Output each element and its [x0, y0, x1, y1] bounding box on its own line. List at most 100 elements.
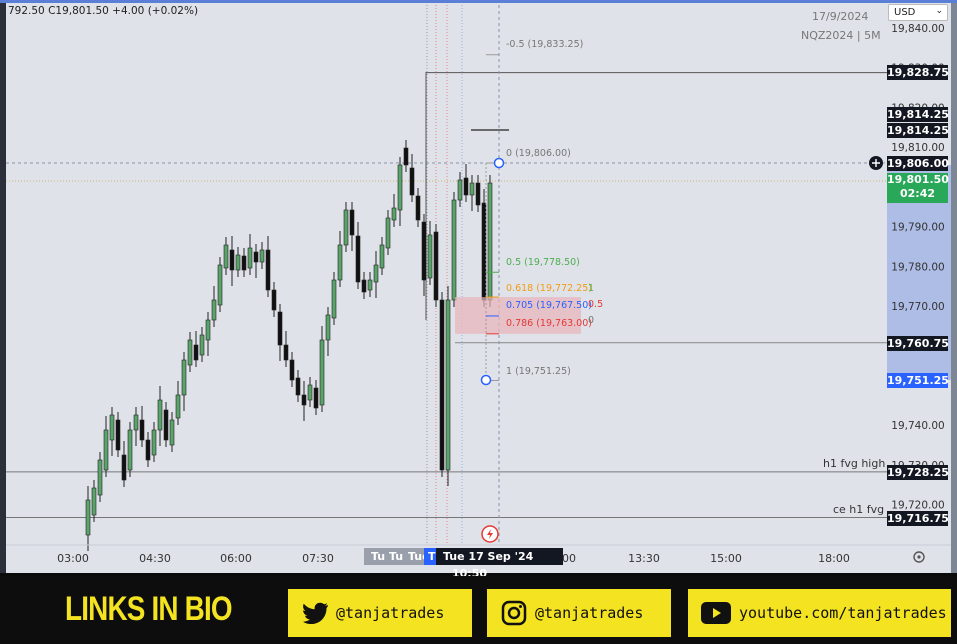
instagram-badge[interactable]: @tanjatrades — [487, 589, 671, 637]
candle-body — [187, 339, 193, 366]
lightning-icon[interactable] — [481, 525, 499, 543]
twitter-icon — [302, 602, 328, 624]
fib-level-label: 0 (19,806.00) — [506, 148, 571, 159]
candles-layer — [85, 140, 493, 551]
h1-fvg-high-label: h1 fvg high — [823, 457, 886, 470]
last-price-value: 19,801.50 — [887, 173, 949, 186]
time-tick-label: 00 — [562, 552, 576, 565]
time-tab-blue: T — [424, 548, 436, 565]
price-tag: 19,828.75 — [887, 65, 949, 80]
time-tick-label: 04:30 — [139, 552, 171, 565]
price-ticks-layer: 19,840.0019,830.0019,820.0019,810.0019,7… — [891, 23, 944, 512]
candle-body — [175, 394, 181, 419]
settings-icon[interactable] — [913, 551, 925, 563]
candle-body — [415, 195, 421, 221]
time-tick-label: 13:30 — [628, 552, 660, 565]
candle-body — [313, 387, 319, 409]
crosshair-plus-icon[interactable] — [869, 156, 883, 170]
candle-body — [193, 344, 199, 361]
twitter-badge[interactable]: @tanjatrades — [288, 589, 472, 637]
candle-body — [223, 244, 229, 269]
symbol-interval: NQZ2024 | 5M — [801, 29, 881, 42]
instagram-icon — [501, 600, 527, 626]
candle-body — [475, 182, 481, 206]
price-tag: 19,814.25 — [887, 123, 949, 138]
chevron-down-icon: ⌄ — [935, 6, 943, 16]
fib-level-label: 0.5 (19,778.50) — [506, 257, 580, 268]
candle-body — [199, 334, 205, 356]
candle-body — [289, 359, 295, 381]
price-tick-label: 19,840.00 — [891, 23, 944, 35]
chart-pane[interactable] — [6, 3, 951, 573]
candle-body — [235, 254, 241, 271]
candle-body — [343, 209, 349, 246]
candle-body — [121, 454, 127, 481]
candle-body — [277, 311, 283, 346]
candle-body — [91, 487, 97, 516]
price-tick-label: 19,740.00 — [891, 420, 944, 432]
bar-countdown: 02:42 — [899, 187, 935, 200]
candle-body — [403, 147, 409, 166]
price-tick-label: 19,770.00 — [891, 301, 944, 313]
chart-svg[interactable]: 19,840.0019,830.0019,820.0019,810.0019,7… — [0, 0, 957, 576]
candle-body — [421, 221, 427, 281]
fib-level-label: 1 (19,751.25) — [506, 366, 571, 377]
instagram-handle: @tanjatrades — [535, 604, 644, 622]
candle-body — [163, 409, 169, 441]
candle-body — [169, 419, 175, 446]
candle-body — [367, 279, 373, 291]
price-tag: 19,728.25 — [887, 465, 949, 480]
candle-body — [247, 247, 253, 269]
twitter-handle: @tanjatrades — [336, 604, 445, 622]
candle-body — [253, 251, 259, 263]
time-tab: Tu — [371, 550, 386, 563]
price-tag: 19,716.75 — [887, 511, 949, 526]
candle-body — [445, 299, 451, 471]
candle-body — [469, 182, 475, 196]
youtube-icon — [701, 602, 731, 624]
candle-body — [139, 419, 145, 441]
right-panel-edge — [951, 3, 957, 573]
candle-body — [487, 182, 493, 301]
fib-anchor-handle — [480, 374, 492, 386]
crosshair-date: Tue 17 Sep '24 — [443, 550, 534, 563]
candle-body — [217, 264, 223, 306]
time-tab: Tu — [389, 550, 404, 563]
candle-body — [349, 209, 355, 236]
candle-body — [331, 279, 337, 319]
candle-body — [151, 429, 157, 456]
candle-body — [103, 429, 109, 471]
candle-body — [379, 244, 385, 269]
candle-body — [481, 202, 487, 301]
candle-body — [307, 384, 313, 401]
price-tick-label: 19,790.00 — [891, 222, 944, 234]
candle-body — [181, 359, 187, 396]
candle-body — [361, 279, 367, 293]
last-price-tag: 19,801.50 02:42 — [887, 173, 949, 203]
candle-body — [241, 255, 247, 271]
price-tag-crosshair: 19,806.00 — [887, 156, 949, 171]
price-tag: 19,760.75 — [887, 336, 949, 351]
candle-body — [271, 289, 277, 311]
candle-body — [325, 314, 331, 341]
currency-select[interactable]: USD ⌄ — [888, 4, 948, 21]
horizontal-lines-layer — [6, 5, 887, 545]
ohlc-readout: 792.50 C19,801.50 +4.00 (+0.02%) — [8, 5, 199, 17]
candle-body — [265, 249, 271, 291]
fib-side-label: 0.5 — [588, 299, 604, 310]
currency-value: USD — [894, 7, 916, 18]
candle-body — [463, 177, 469, 196]
candle-body — [409, 167, 415, 196]
price-tag: 19,814.25 — [887, 107, 949, 122]
candle-body — [97, 459, 103, 496]
time-tick-label: 07:30 — [302, 552, 334, 565]
candle-body — [295, 377, 301, 396]
candle-body — [433, 231, 439, 301]
youtube-badge[interactable]: youtube.com/tanjatrades — [688, 589, 951, 637]
left-toolbar-edge[interactable] — [0, 3, 6, 573]
candle-body — [229, 249, 235, 271]
candle-body — [319, 339, 325, 406]
top-accent-bar — [0, 0, 957, 3]
price-tick-label: 19,780.00 — [891, 261, 944, 273]
